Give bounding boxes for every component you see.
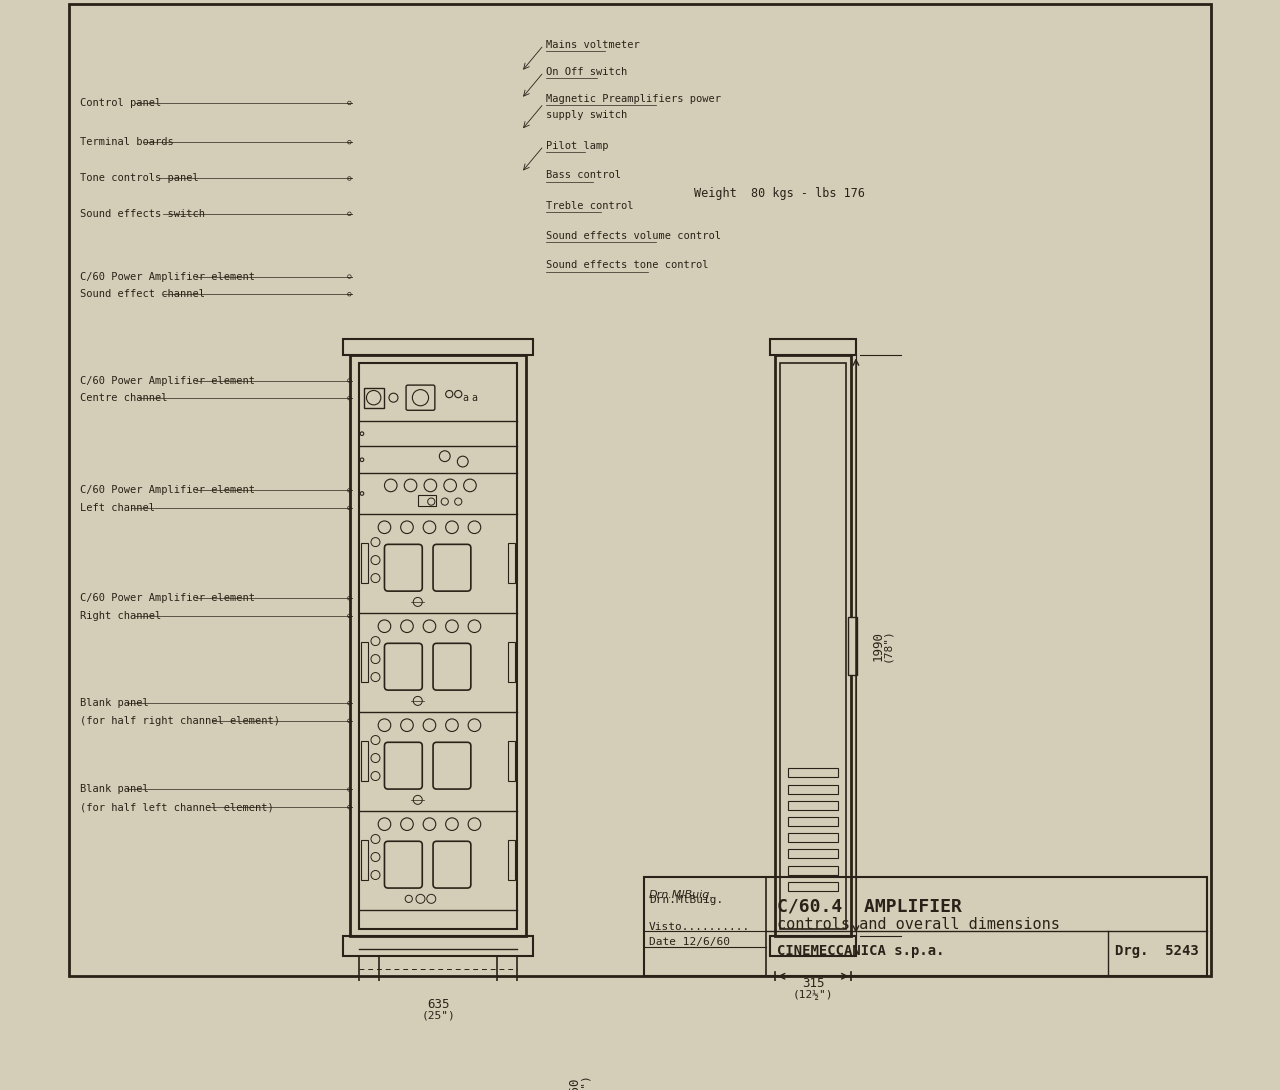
Text: 1990: 1990	[872, 631, 884, 661]
Text: Blank panel: Blank panel	[81, 785, 148, 795]
Text: Centre channel: Centre channel	[81, 393, 168, 403]
Bar	[788, 849, 838, 858]
Text: Bass control: Bass control	[545, 170, 621, 181]
Bar	[360, 363, 517, 929]
Text: 635: 635	[426, 997, 449, 1010]
Text: Magnetic Preamplifiers power: Magnetic Preamplifiers power	[545, 94, 721, 104]
Text: Terminal boards: Terminal boards	[81, 137, 174, 147]
Bar	[364, 388, 384, 408]
Text: a: a	[462, 393, 468, 403]
Text: C/60 Power Amplifier element: C/60 Power Amplifier element	[81, 376, 255, 386]
Text: Drn.MlBuig.: Drn.MlBuig.	[649, 895, 723, 905]
Bar	[788, 785, 838, 794]
Bar	[343, 1030, 532, 1090]
Bar	[357, 1044, 520, 1090]
Text: (for half right channel element): (for half right channel element)	[81, 716, 280, 726]
Text: CINEMECCANICA s.p.a.: CINEMECCANICA s.p.a.	[777, 944, 945, 958]
Text: Pilot lamp: Pilot lamp	[545, 141, 608, 150]
Bar	[361, 741, 369, 780]
Text: Tone controls panel: Tone controls panel	[81, 173, 200, 183]
Text: (12½"): (12½")	[792, 990, 833, 1000]
Text: 560: 560	[568, 1077, 581, 1090]
Bar	[788, 833, 838, 843]
Bar	[417, 495, 435, 506]
Text: Left channel: Left channel	[81, 502, 155, 513]
Bar	[788, 768, 838, 777]
Text: Drg.  5243: Drg. 5243	[1115, 944, 1199, 958]
Bar	[343, 935, 532, 956]
Bar	[508, 741, 515, 780]
Bar	[847, 617, 856, 675]
Text: Blank panel: Blank panel	[81, 699, 148, 709]
Text: (25"): (25")	[421, 1010, 454, 1020]
Bar	[788, 882, 838, 891]
Bar	[497, 956, 517, 985]
Text: C/60.4  AMPLIFIER: C/60.4 AMPLIFIER	[777, 897, 961, 915]
Text: Date 12/6/60: Date 12/6/60	[649, 937, 730, 947]
Bar	[361, 544, 369, 583]
Bar	[788, 865, 838, 874]
Bar	[771, 935, 856, 956]
Bar	[788, 801, 838, 810]
Bar	[361, 642, 369, 682]
Text: Treble control: Treble control	[545, 201, 634, 211]
Text: Sound effect channel: Sound effect channel	[81, 289, 205, 300]
Text: (for half left channel element): (for half left channel element)	[81, 802, 274, 812]
Bar	[351, 355, 526, 935]
Text: C/60 Power Amplifier element: C/60 Power Amplifier element	[81, 271, 255, 281]
Bar	[508, 642, 515, 682]
Bar	[508, 840, 515, 880]
Text: Weight  80 kgs - lbs 176: Weight 80 kgs - lbs 176	[694, 187, 865, 199]
Text: C/60 Power Amplifier element: C/60 Power Amplifier element	[81, 485, 255, 495]
Bar	[645, 877, 1207, 977]
Bar	[771, 339, 856, 355]
Text: Sound effects tone control: Sound effects tone control	[545, 261, 708, 270]
Text: Drn.MlBuig.: Drn.MlBuig.	[649, 891, 714, 900]
Text: C/60 Power Amplifier element: C/60 Power Amplifier element	[81, 593, 255, 603]
Text: a: a	[471, 393, 477, 403]
Text: Control panel: Control panel	[81, 98, 161, 108]
Text: (22"): (22")	[579, 1071, 589, 1090]
Text: Visto..........: Visto..........	[649, 922, 750, 932]
Text: supply switch: supply switch	[545, 110, 627, 120]
Text: controls and overall dimensions: controls and overall dimensions	[777, 917, 1060, 932]
Bar	[508, 544, 515, 583]
Text: Sound effects volume control: Sound effects volume control	[545, 231, 721, 241]
Text: (78"): (78")	[882, 629, 892, 663]
Bar	[788, 818, 838, 826]
Text: Mains voltmeter: Mains voltmeter	[545, 40, 639, 50]
Bar	[781, 363, 846, 929]
Bar	[774, 355, 851, 935]
Bar	[361, 840, 369, 880]
Bar	[360, 956, 379, 985]
Text: 315: 315	[803, 977, 824, 990]
Bar	[343, 339, 532, 355]
Text: Right channel: Right channel	[81, 610, 161, 621]
Text: Sound effects switch: Sound effects switch	[81, 209, 205, 219]
Text: On Off switch: On Off switch	[545, 66, 627, 77]
